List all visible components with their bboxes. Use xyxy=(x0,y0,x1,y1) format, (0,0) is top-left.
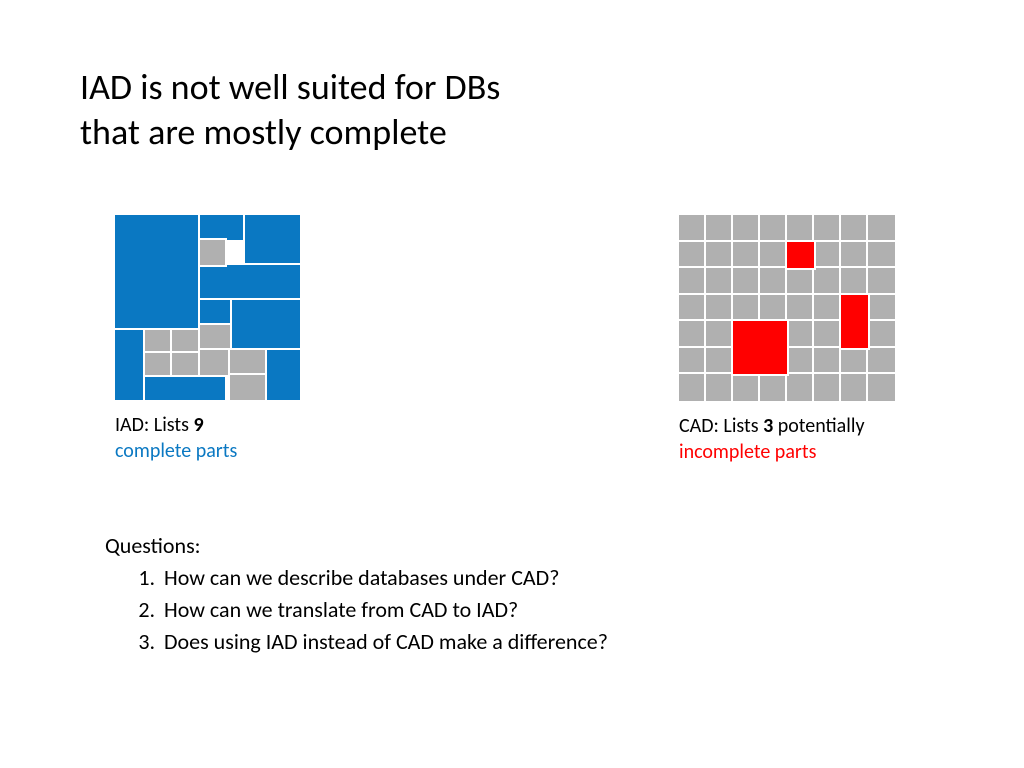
cad-gray-cell xyxy=(787,321,814,348)
cad-gray-cell xyxy=(868,268,895,295)
iad-gray-cell xyxy=(230,350,265,375)
cad-gray-cell xyxy=(706,215,733,242)
iad-gray-cell xyxy=(145,353,172,375)
iad-column: IAD: Lists 9 complete parts xyxy=(115,215,300,465)
cad-gray-cell xyxy=(841,242,868,269)
cad-gray-cell xyxy=(760,242,787,269)
cad-gray-cell xyxy=(841,268,868,295)
cad-gray-cell xyxy=(814,348,841,375)
cad-gray-cell xyxy=(733,295,760,322)
title-line2: that are mostly complete xyxy=(80,110,447,154)
cad-gray-cell xyxy=(733,374,760,401)
iad-block xyxy=(245,215,300,265)
cad-gray-cell xyxy=(787,295,814,322)
diagrams-row: IAD: Lists 9 complete parts CAD: Lists 3… xyxy=(115,215,895,465)
cad-gray-cell xyxy=(733,242,760,269)
question-item: Does using IAD instead of CAD make a dif… xyxy=(160,626,608,658)
cad-gray-cell xyxy=(868,242,895,269)
questions-heading: Questions: xyxy=(105,530,608,562)
cad-column: CAD: Lists 3 potentially incomplete part… xyxy=(679,215,895,465)
cad-caption: CAD: Lists 3 potentially incomplete part… xyxy=(679,413,895,465)
cad-gray-cell xyxy=(679,268,706,295)
cad-red-block xyxy=(841,295,868,348)
iad-caption: IAD: Lists 9 complete parts xyxy=(115,412,300,464)
cad-gray-cell xyxy=(787,374,814,401)
cad-gray-cell xyxy=(733,268,760,295)
iad-gray-cell xyxy=(200,325,230,350)
iad-gray-cell xyxy=(172,330,199,353)
iad-gray-cell xyxy=(145,330,172,353)
iad-block xyxy=(115,330,145,400)
cad-gray-cell xyxy=(679,348,706,375)
cad-gray-cell xyxy=(760,374,787,401)
cad-gray-cell xyxy=(814,215,841,242)
iad-caption-suffix: complete parts xyxy=(115,439,237,463)
iad-caption-prefix: IAD: Lists xyxy=(115,413,193,437)
cad-gray-cell xyxy=(706,295,733,322)
cad-caption-prefix: CAD: Lists xyxy=(679,414,763,438)
cad-gray-cell xyxy=(787,348,814,375)
cad-gray-cell xyxy=(841,374,868,401)
cad-gray-cell xyxy=(787,268,814,295)
cad-red-block xyxy=(733,321,787,374)
title-line1: IAD is not well suited for DBs xyxy=(80,65,500,109)
question-item: How can we describe databases under CAD? xyxy=(160,562,608,594)
iad-block xyxy=(145,375,225,400)
cad-gray-cell xyxy=(733,215,760,242)
question-item: How can we translate from CAD to IAD? xyxy=(160,594,608,626)
iad-treemap xyxy=(115,215,300,400)
cad-gray-cell xyxy=(787,215,814,242)
cad-gray-cell xyxy=(679,215,706,242)
cad-gray-cell xyxy=(706,242,733,269)
iad-gray-cell xyxy=(200,350,230,375)
cad-gray-cell xyxy=(868,295,895,322)
cad-gray-cell xyxy=(814,242,841,269)
cad-gray-cell xyxy=(868,215,895,242)
cad-gray-cell xyxy=(679,374,706,401)
iad-gray-cell xyxy=(200,240,225,265)
cad-red-block xyxy=(787,242,814,269)
cad-gray-cell xyxy=(814,374,841,401)
cad-gray-cell xyxy=(706,321,733,348)
cad-gray-cell xyxy=(706,268,733,295)
slide-title: IAD is not well suited for DBs that are … xyxy=(80,65,500,155)
cad-gray-cell xyxy=(841,215,868,242)
cad-caption-mid: potentially xyxy=(773,414,864,438)
cad-gray-cell xyxy=(760,295,787,322)
iad-block xyxy=(265,350,300,400)
iad-block xyxy=(200,215,245,240)
cad-grid xyxy=(679,215,895,401)
iad-block xyxy=(200,300,230,325)
cad-gray-cell xyxy=(679,295,706,322)
questions-list: How can we describe databases under CAD?… xyxy=(105,562,608,658)
iad-block xyxy=(200,265,300,300)
cad-gray-cell xyxy=(679,242,706,269)
iad-gray-cell xyxy=(172,353,199,375)
cad-gray-cell xyxy=(760,268,787,295)
cad-count: 3 xyxy=(763,414,773,438)
iad-block xyxy=(115,215,200,330)
cad-gray-cell xyxy=(868,374,895,401)
cad-gray-cell xyxy=(679,321,706,348)
cad-caption-suffix: incomplete parts xyxy=(679,440,816,464)
cad-gray-cell xyxy=(868,348,895,375)
cad-gray-cell xyxy=(841,348,868,375)
cad-gray-cell xyxy=(706,348,733,375)
cad-gray-cell xyxy=(706,374,733,401)
cad-gray-cell xyxy=(868,321,895,348)
iad-gray-cell xyxy=(230,375,265,400)
cad-gray-cell xyxy=(814,268,841,295)
cad-gray-cell xyxy=(760,215,787,242)
cad-gray-cell xyxy=(814,295,841,322)
iad-block xyxy=(230,300,300,350)
questions-block: Questions: How can we describe databases… xyxy=(105,530,608,658)
cad-gray-cell xyxy=(814,321,841,348)
iad-count: 9 xyxy=(193,413,203,437)
